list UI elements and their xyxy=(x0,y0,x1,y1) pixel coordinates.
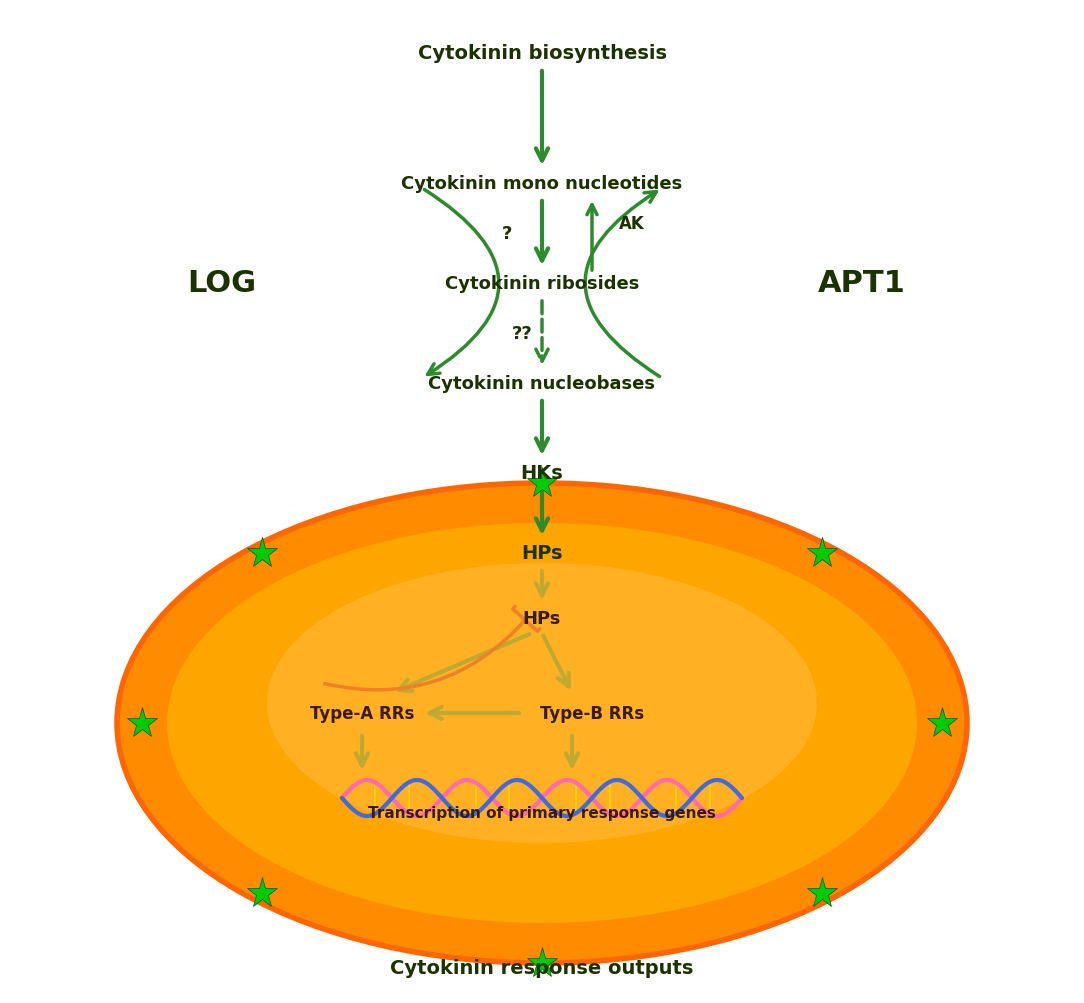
Text: Cytokinin mono nucleotides: Cytokinin mono nucleotides xyxy=(401,175,683,193)
Text: LOG: LOG xyxy=(188,269,257,298)
Text: Cytokinin nucleobases: Cytokinin nucleobases xyxy=(428,375,656,392)
Text: ??: ?? xyxy=(512,325,532,343)
Text: HKs: HKs xyxy=(520,464,564,483)
Text: AK: AK xyxy=(619,215,645,233)
Text: HPs: HPs xyxy=(522,610,562,627)
Text: Cytokinin response outputs: Cytokinin response outputs xyxy=(390,959,694,978)
Text: Transcription of primary response genes: Transcription of primary response genes xyxy=(369,805,715,820)
Text: HPs: HPs xyxy=(521,544,563,563)
Text: Cytokinin ribosides: Cytokinin ribosides xyxy=(444,275,640,293)
Ellipse shape xyxy=(117,483,967,963)
Text: ?: ? xyxy=(502,225,512,243)
Ellipse shape xyxy=(167,524,917,923)
Text: Cytokinin biosynthesis: Cytokinin biosynthesis xyxy=(417,44,667,63)
Text: Type-B RRs: Type-B RRs xyxy=(540,704,644,722)
Text: APT1: APT1 xyxy=(818,269,906,298)
Ellipse shape xyxy=(267,564,817,844)
Text: Type-A RRs: Type-A RRs xyxy=(310,704,414,722)
